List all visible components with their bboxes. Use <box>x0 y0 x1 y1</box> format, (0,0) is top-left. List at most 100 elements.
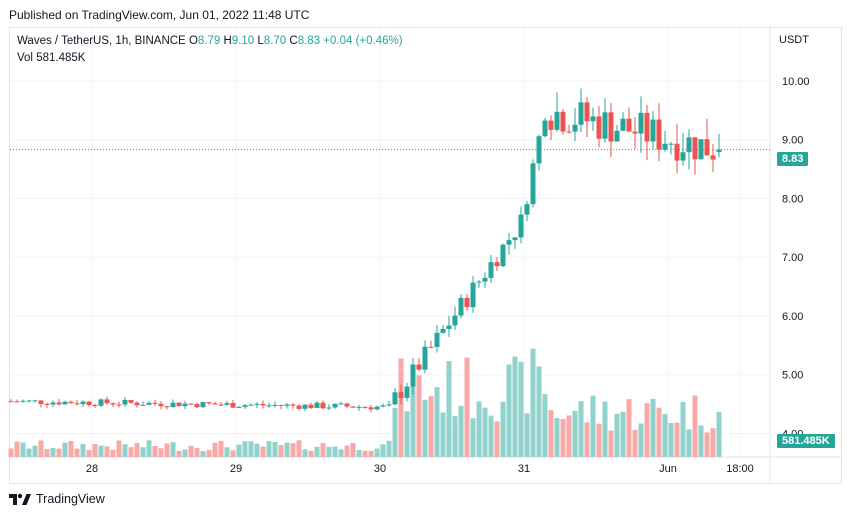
y-tick-label: 7.00 <box>782 252 803 264</box>
candle-body <box>38 400 44 405</box>
volume-bar <box>440 412 446 457</box>
volume-bar <box>578 401 584 457</box>
candle-body <box>644 112 650 142</box>
volume-bar <box>674 422 680 457</box>
volume-bar <box>50 448 56 457</box>
volume-bar <box>392 407 398 457</box>
candle-body <box>524 204 530 215</box>
volume-bar <box>338 449 344 457</box>
volume-bar <box>68 441 74 457</box>
candle-body <box>548 120 554 130</box>
candle-body <box>572 124 578 132</box>
volume-bar <box>620 411 626 457</box>
candle-body <box>230 403 236 408</box>
candle-body <box>158 403 164 407</box>
open-value: 8.79 <box>197 35 221 47</box>
low-label: L <box>257 35 264 47</box>
volume-bar <box>74 448 80 457</box>
volume-bar <box>542 394 548 457</box>
volume-bar <box>554 418 560 457</box>
volume-bar <box>230 450 236 457</box>
candle-body <box>662 143 668 150</box>
volume-bar <box>476 401 482 457</box>
candle-body <box>170 402 176 408</box>
candle-body <box>206 402 212 404</box>
footer-brand-label: TradingView <box>36 492 105 506</box>
candle-body <box>26 400 32 402</box>
candle-body <box>290 404 296 406</box>
candle-body <box>452 315 458 326</box>
candle-body <box>674 143 680 161</box>
last-volume-tag: 581.485K <box>777 434 835 448</box>
volume-bar <box>380 444 386 457</box>
volume-bar <box>308 450 314 457</box>
volume-bar <box>608 430 614 457</box>
volume-bar <box>332 446 338 457</box>
candle-body <box>512 237 518 241</box>
volume-bar <box>290 443 296 457</box>
candle-body <box>560 111 566 132</box>
volume-bar <box>110 449 116 457</box>
candle-body <box>32 400 38 402</box>
candle-body <box>620 118 626 131</box>
candle-body <box>692 137 698 160</box>
candle-body <box>380 405 386 407</box>
y-tick-label: 5.00 <box>782 370 803 382</box>
volume-bar <box>404 411 410 457</box>
candle-body <box>218 404 224 406</box>
volume-bar <box>182 449 188 457</box>
volume-bar <box>560 419 566 457</box>
volume-bar <box>152 445 158 457</box>
volume-bar <box>362 450 368 457</box>
volume-bar <box>14 441 20 457</box>
candle-body <box>440 328 446 333</box>
volume-bar <box>170 442 176 457</box>
volume-bar <box>134 443 140 457</box>
volume-bar <box>116 440 122 457</box>
candle-body <box>104 399 110 404</box>
candle-body <box>326 407 332 409</box>
volume-bar <box>62 442 68 457</box>
tradingview-logo-icon <box>9 493 31 505</box>
candle-body <box>710 155 716 160</box>
candle-body <box>686 137 692 153</box>
volume-bar <box>482 407 488 457</box>
candle-body <box>608 112 614 142</box>
volume-bar <box>512 356 518 457</box>
candle-body <box>344 403 350 407</box>
candle-body <box>656 119 662 150</box>
candle-body <box>92 405 98 407</box>
candle-body <box>392 392 398 405</box>
candle-body <box>422 346 428 370</box>
candle-body <box>482 277 488 282</box>
volume-bar <box>548 410 554 457</box>
candle-body <box>626 118 632 132</box>
volume-bar <box>248 441 254 457</box>
volume-bar <box>494 421 500 457</box>
candle-body <box>278 404 284 406</box>
candle-body <box>14 401 20 403</box>
candle-body <box>332 403 338 408</box>
volume-bar <box>566 415 572 457</box>
volume-bar <box>158 448 164 457</box>
volume-bar <box>98 445 104 457</box>
footer-brand[interactable]: TradingView <box>9 492 105 506</box>
volume-bar <box>146 440 152 457</box>
candle-body <box>242 405 248 407</box>
candle-body <box>314 402 320 408</box>
volume-bar <box>20 442 26 457</box>
volume-bar <box>446 361 452 457</box>
candle-body <box>68 401 74 404</box>
change-value: +0.04 (+0.46%) <box>323 35 403 47</box>
candle-body <box>86 401 92 406</box>
candle-body <box>668 143 674 145</box>
volume-bar <box>506 364 512 457</box>
volume-bar <box>470 418 476 457</box>
candle-body <box>476 281 482 283</box>
volume-bar <box>8 448 14 457</box>
volume-bar <box>200 451 206 457</box>
last-price-tag: 8.83 <box>777 152 809 166</box>
volume-legend: Vol 581.485K <box>17 52 85 64</box>
candle-body <box>398 392 404 398</box>
